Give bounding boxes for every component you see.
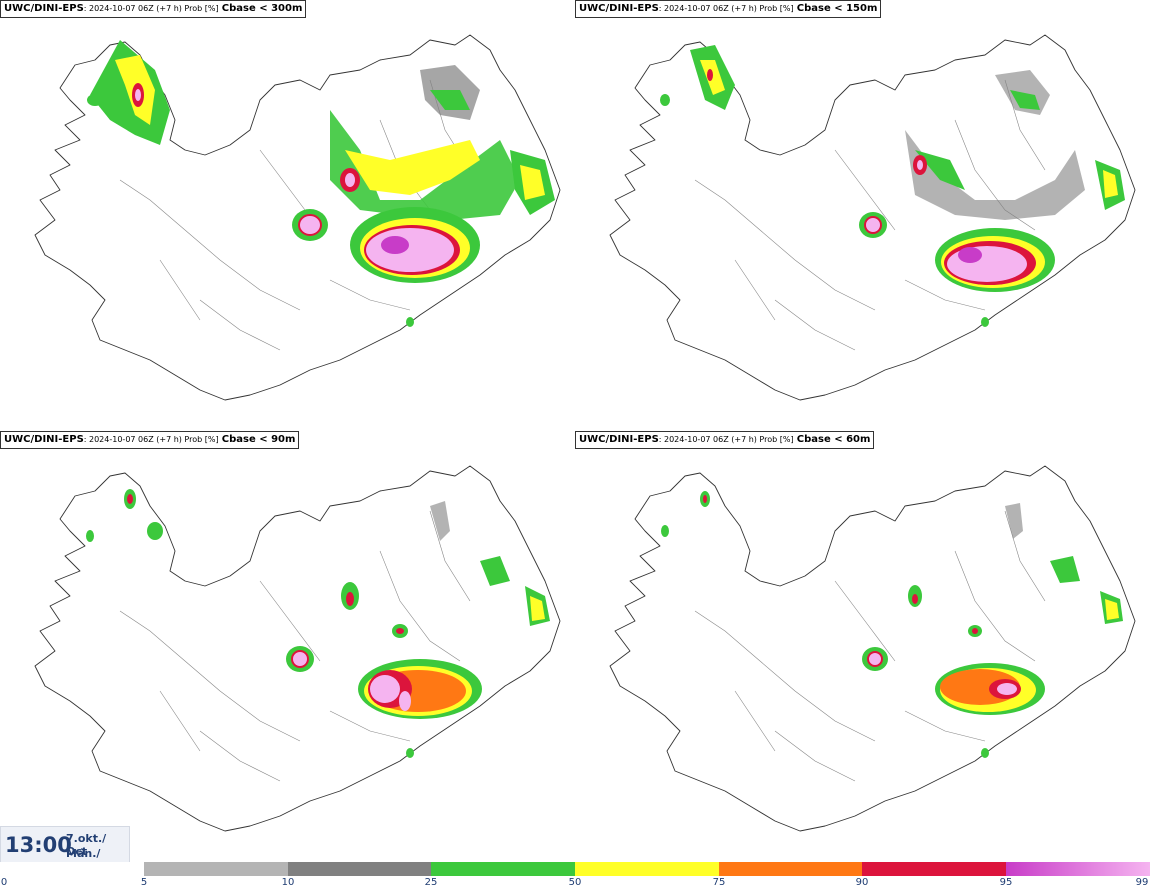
legend-tick: 95	[999, 877, 1013, 888]
panel-title: UWC/DINI-EPS: 2024-10-07 06Z (+7 h) Prob…	[575, 431, 875, 449]
legend-segment	[1006, 862, 1150, 876]
valid-time: 13:00	[5, 833, 72, 857]
legend-tick: 5	[140, 877, 148, 888]
legend-segment	[0, 862, 144, 876]
map-panel-4: UWC/DINI-EPS: 2024-10-07 06Z (+7 h) Prob…	[575, 431, 1150, 861]
panel-title: UWC/DINI-EPS: 2024-10-07 06Z (+7 h) Prob…	[0, 431, 300, 449]
iceland-map	[0, 0, 575, 430]
legend-tick: 75	[712, 877, 726, 888]
legend-segment	[862, 862, 1006, 876]
valid-time-box: 13:00 7.okt./ Oct Mán./ Mon	[0, 826, 130, 873]
legend-tick: 90	[855, 877, 869, 888]
map-panel-1: UWC/DINI-EPS: 2024-10-07 06Z (+7 h) Prob…	[0, 0, 575, 430]
legend-tick: 0	[0, 877, 8, 888]
panel-title: UWC/DINI-EPS: 2024-10-07 06Z (+7 h) Prob…	[575, 0, 882, 18]
legend-tick: 99	[1135, 877, 1149, 888]
legend-tick: 50	[568, 877, 582, 888]
legend-segment	[144, 862, 288, 876]
iceland-map	[575, 0, 1150, 430]
iceland-map	[0, 431, 575, 861]
map-panel-3: UWC/DINI-EPS: 2024-10-07 06Z (+7 h) Prob…	[0, 431, 575, 861]
probability-field	[87, 40, 555, 327]
iceland-map	[575, 431, 1150, 861]
panel-title: UWC/DINI-EPS: 2024-10-07 06Z (+7 h) Prob…	[0, 0, 307, 18]
legend-segment	[288, 862, 431, 876]
legend-segment	[431, 862, 575, 876]
legend-tick: 10	[281, 877, 295, 888]
probability-field	[661, 491, 1123, 758]
legend-segment	[719, 862, 862, 876]
map-panel-2: UWC/DINI-EPS: 2024-10-07 06Z (+7 h) Prob…	[575, 0, 1150, 430]
probability-legend: 0 5 10 25 50 75 90 95 99	[0, 862, 1150, 891]
legend-tick: 25	[424, 877, 438, 888]
probability-field	[660, 45, 1125, 327]
probability-field	[86, 489, 550, 758]
valid-date-line-1: 7.okt./ Oct	[66, 832, 107, 858]
legend-segment	[575, 862, 719, 876]
